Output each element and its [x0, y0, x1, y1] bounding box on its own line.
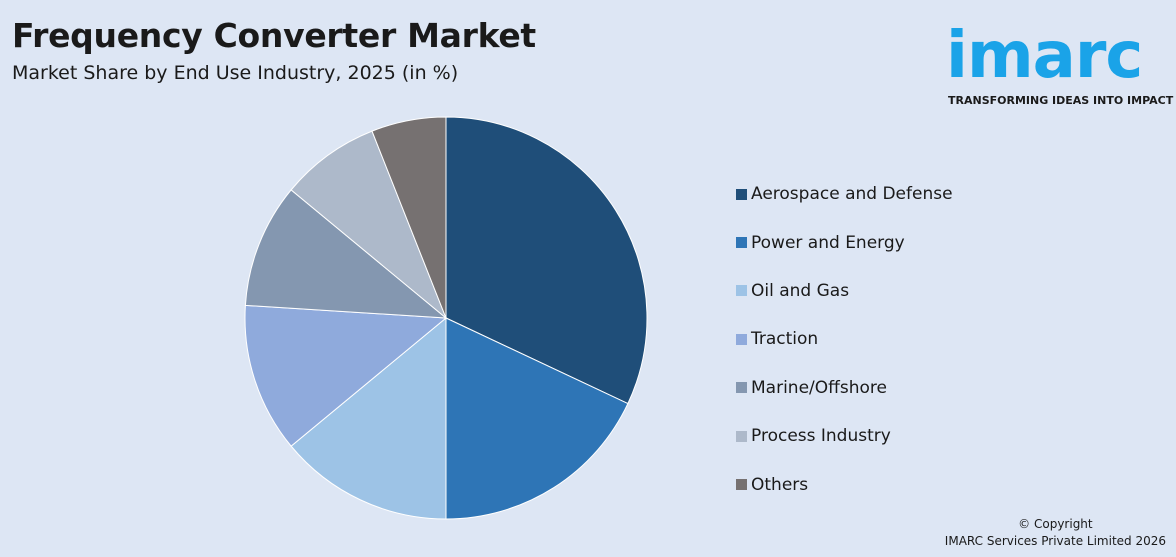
- legend-item: Others: [736, 460, 953, 508]
- copyright-line-1: © Copyright: [1018, 517, 1093, 531]
- legend-label: Aerospace and Defense: [751, 184, 953, 205]
- legend-swatch: [736, 285, 747, 297]
- legend-item: Aerospace and Defense: [736, 170, 953, 218]
- imarc-logo: imarc TRANSFORMING IDEAS INTO IMPACT: [944, 10, 1174, 110]
- pie-chart: [244, 116, 648, 520]
- legend-swatch: [736, 479, 747, 491]
- legend-swatch: [736, 188, 747, 200]
- copyright-notice: © Copyright IMARC Services Private Limit…: [945, 516, 1166, 550]
- logo-wordmark: imarc: [946, 19, 1143, 93]
- legend-swatch: [736, 382, 747, 394]
- pie-slice-aerospace-and-defense: [445, 116, 648, 405]
- pie-slice-process-industry: [290, 130, 447, 319]
- pie-slice-power-and-energy: [445, 317, 629, 520]
- legend-swatch: [736, 430, 747, 442]
- legend-swatch: [736, 333, 747, 345]
- chart-title: Frequency Converter Market: [12, 16, 536, 55]
- chart-legend: Aerospace and Defense Power and Energy Oil…: [736, 170, 953, 509]
- pie-slice-others: [371, 116, 447, 319]
- logo-tagline: TRANSFORMING IDEAS INTO IMPACT: [948, 94, 1174, 107]
- legend-label: Power and Energy: [751, 232, 905, 253]
- legend-item: Process Industry: [736, 412, 953, 460]
- copyright-line-2: IMARC Services Private Limited 2026: [944, 534, 1166, 548]
- legend-label: Traction: [751, 329, 819, 350]
- pie-slice-traction: [244, 304, 448, 447]
- legend-label: Marine/Offshore: [751, 377, 887, 398]
- pie-slice-oil-and-gas: [290, 316, 447, 520]
- legend-label: Others: [751, 474, 809, 495]
- legend-label: Oil and Gas: [751, 280, 850, 301]
- legend-item: Power and Energy: [736, 218, 953, 266]
- legend-item: Oil and Gas: [736, 267, 953, 315]
- legend-item: Marine/Offshore: [736, 364, 953, 412]
- legend-swatch: [736, 237, 747, 249]
- legend-label: Process Industry: [751, 426, 891, 447]
- chart-subtitle: Market Share by End Use Industry, 2025 (…: [12, 62, 459, 84]
- pie-slice-marine-offshore: [244, 189, 448, 319]
- legend-item: Traction: [736, 315, 953, 363]
